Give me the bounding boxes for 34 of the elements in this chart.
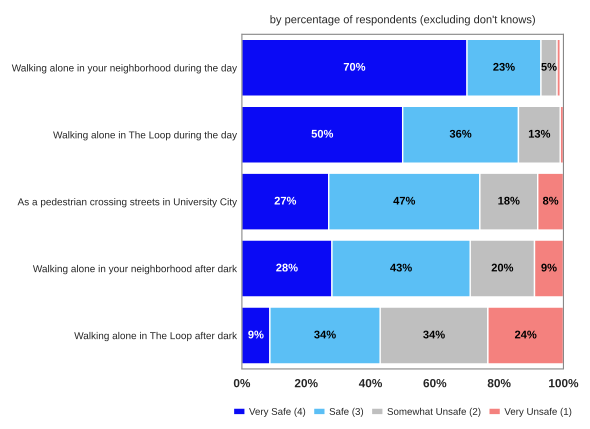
y-tick-label: Walking alone in The Loop during the day (53, 131, 238, 140)
chart-title: by percentage of respondents (excluding don't knows) (270, 15, 535, 26)
data-label: 34% (314, 330, 336, 338)
y-tick-label: Walking alone in The Loop after dark (74, 332, 238, 342)
y-tick-label: Walking alone in your neighborhood after dark (32, 264, 238, 274)
data-label: 50% (312, 130, 334, 138)
data-label: 34% (423, 330, 445, 338)
data-label: 9% (248, 330, 264, 338)
data-label: 18% (498, 196, 520, 205)
legend-label: Safe (3) (330, 408, 364, 417)
data-label: 47% (393, 196, 416, 205)
data-label: 28% (276, 264, 298, 272)
legend-label: Very Safe (4) (249, 408, 306, 417)
data-label: 9% (541, 264, 557, 272)
x-tick-label: 60% (423, 378, 446, 388)
data-label: 23% (493, 62, 515, 71)
data-label: 43% (390, 264, 412, 272)
x-tick-label: 80% (488, 378, 511, 388)
data-label: 36% (450, 130, 472, 138)
data-label: 5% (541, 62, 557, 71)
x-tick-label: 20% (294, 378, 318, 388)
x-tick-label: 0% (234, 378, 250, 388)
data-label: 24% (514, 330, 536, 338)
y-tick-label: Walking alone in your neighborhood during the day (12, 64, 238, 74)
legend-label: Somewhat Unsafe (2) (387, 408, 480, 417)
data-label: 70% (344, 62, 366, 71)
data-label: 27% (274, 196, 296, 205)
data-label: 13% (528, 130, 550, 138)
data-label: 8% (542, 196, 558, 205)
x-tick-label: 40% (358, 378, 382, 388)
y-tick-label: As a pedestrian crossing streets in University City (18, 198, 238, 208)
data-label: 20% (492, 264, 514, 272)
legend-label: Very Unsafe (1) (504, 408, 572, 417)
x-tick-label: 100% (549, 378, 578, 388)
